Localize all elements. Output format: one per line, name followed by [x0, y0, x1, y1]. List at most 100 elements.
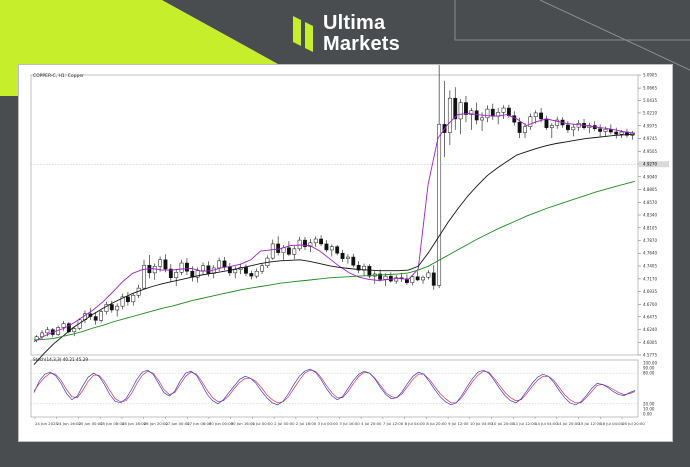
price-chart[interactable]: 5.0905 5.0665 5.0435 5.0210 4.9975 4.9745 4.95… [19, 65, 672, 441]
price-tick-label: 4.7170 [643, 276, 657, 281]
time-tick-label: 1 Jul 00:00 [252, 421, 273, 426]
time-tick-label: 24 Jun 16:00 [57, 421, 82, 426]
candle-down [367, 266, 372, 277]
oscillator-pane [30, 359, 639, 418]
candle-up [217, 260, 222, 269]
candle-up [142, 264, 146, 289]
time-tick-label: 16 Jul 04:00 [600, 421, 623, 426]
time-tick-label: 7 Jul 12:00 [383, 421, 404, 426]
price-tick-label: 5.0665 [643, 86, 657, 91]
decorative-line [539, 0, 690, 71]
candle-up [120, 296, 125, 307]
candle-up [308, 242, 313, 247]
time-tick-label: 8 Jul 20:00 [426, 421, 447, 426]
candle-up [469, 110, 474, 115]
time-tick-label: 14 Jul 04:00 [535, 421, 558, 426]
price-tick-label: 4.9505 [643, 149, 657, 154]
candle-up [158, 259, 163, 267]
candle-up [501, 107, 506, 113]
candle-up [72, 328, 77, 333]
price-tick-label: 4.8340 [643, 213, 657, 218]
price-tick-label: 4.8105 [643, 225, 657, 230]
price-tick-label: 4.5775 [643, 353, 657, 358]
candle-up [394, 277, 399, 282]
candle-up [533, 112, 538, 118]
candle-up [447, 97, 452, 133]
current-price-label: 4.9270 [643, 162, 657, 167]
candle-up [421, 276, 425, 281]
candle-up [292, 248, 297, 255]
candle-down [340, 252, 345, 259]
candle-up [297, 239, 302, 250]
price-tick-label: 4.9040 [643, 174, 657, 179]
candle-up [233, 269, 238, 274]
candle-up [45, 329, 50, 334]
candle-down [415, 276, 420, 281]
price-tick-label: 4.7405 [643, 264, 657, 269]
price-pane [30, 74, 639, 356]
candle-up [485, 108, 490, 119]
oscillator-label: Stoch(14,3,3) 40.21 45.29 [33, 357, 89, 362]
moving-average-line-3 [33, 180, 636, 341]
candle-up [329, 246, 334, 251]
oscillator-tick-label: 80.00 [643, 371, 655, 376]
time-tick-label: 10 Jul 20:00 [492, 421, 515, 426]
ultima-logo-icon [293, 16, 313, 52]
price-tick-label: 4.7870 [643, 238, 657, 243]
candle-down [303, 239, 307, 247]
price-tick-label: 4.6005 [643, 340, 657, 345]
candle-down [276, 243, 281, 253]
candle-up [549, 125, 554, 128]
candle-down [512, 115, 517, 123]
time-tick-label: 24 Jun 2025 [35, 421, 58, 426]
candle-up [131, 294, 136, 303]
candle-down [614, 131, 619, 135]
candle-down [249, 273, 254, 277]
candle-down [66, 323, 71, 333]
time-tick-label: 3 Jul 16:00 [339, 421, 360, 426]
candle-down [335, 246, 340, 254]
candle-up [426, 272, 431, 278]
oscillator-tick-label: 90.00 [643, 366, 655, 371]
price-tick-label: 5.0905 [643, 73, 657, 78]
time-tick-label: 11 Jul 12:00 [513, 421, 536, 426]
candle-down [544, 118, 549, 128]
time-tick-label: 4 Jul 20:00 [361, 421, 382, 426]
stochastic-main-line [33, 368, 636, 406]
chart-window[interactable]: 5.0905 5.0665 5.0435 5.0210 4.9975 4.9745 4.95… [18, 64, 673, 442]
candle-down [431, 272, 436, 286]
candle-up [104, 304, 109, 312]
candle-up [528, 116, 533, 127]
oscillator-tick-label: 10.00 [643, 406, 655, 411]
candle-up [603, 129, 608, 132]
candle-up [555, 119, 560, 126]
time-tick-label: 2 Jul 16:00 [296, 421, 317, 426]
candle-up [313, 238, 318, 244]
price-axis: 5.0905 5.0665 5.0435 5.0210 4.9975 4.9745 4.95… [31, 73, 669, 358]
moving-averages [33, 113, 636, 365]
stochastic-signal-line [33, 369, 636, 404]
candle-down [490, 108, 495, 117]
candle-down [125, 296, 130, 303]
candle-up [201, 265, 205, 271]
time-tick-label: 9 Jul 12:00 [448, 421, 469, 426]
candle-down [206, 265, 211, 274]
candle-up [619, 131, 624, 135]
candle-down [351, 256, 356, 266]
time-tick-label: 2 Jul 00:00 [274, 421, 295, 426]
price-tick-label: 4.8570 [643, 200, 657, 205]
time-tick-label: 25 Jun 08:00 [100, 421, 125, 426]
time-tick-label: 8 Jul 04:00 [405, 421, 426, 426]
candle-up [99, 311, 103, 321]
candle-down [244, 267, 248, 274]
candle-up [480, 117, 484, 121]
candle-up [523, 126, 527, 133]
price-tick-label: 4.6700 [643, 302, 657, 307]
candle-down [168, 268, 173, 279]
price-tick-label: 4.9975 [643, 123, 657, 128]
candle-down [517, 121, 522, 133]
candle-down [185, 262, 189, 272]
brand-name-line1: Ultima [323, 12, 386, 34]
